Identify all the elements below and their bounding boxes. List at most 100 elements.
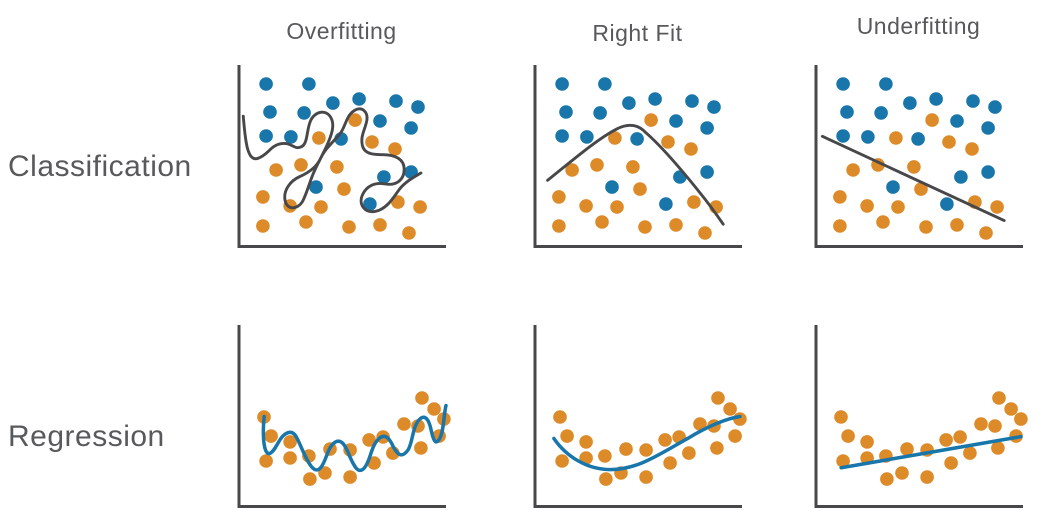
blue-data-point (411, 100, 425, 114)
orange-data-point (318, 466, 332, 480)
orange-data-point (638, 220, 652, 234)
orange-data-point (914, 182, 928, 196)
orange-data-point (965, 142, 979, 156)
orange-data-point (626, 160, 640, 174)
orange-data-point (1014, 412, 1028, 426)
blue-data-point (259, 77, 273, 91)
orange-data-point (312, 131, 326, 145)
orange-data-point (974, 417, 988, 431)
column-title-underfitting: Underfitting (856, 13, 981, 39)
fit-line-right-fit (554, 417, 740, 470)
orange-data-point (860, 435, 874, 449)
blue-data-point (886, 180, 900, 194)
plot-classification-right-fit (533, 65, 742, 248)
orange-data-point (414, 441, 428, 455)
orange-data-point (992, 391, 1006, 405)
orange-data-point (833, 219, 847, 233)
orange-data-point (880, 472, 894, 486)
orange-data-point (427, 402, 441, 416)
orange-data-point (579, 199, 593, 213)
orange-data-point (337, 182, 351, 196)
orange-data-point (342, 220, 356, 234)
orange-data-point (367, 456, 381, 470)
blue-data-point (559, 105, 573, 119)
orange-data-point (619, 442, 633, 456)
orange-data-point (388, 142, 402, 156)
orange-data-point (552, 219, 566, 233)
orange-data-point (259, 454, 273, 468)
blue-data-point (659, 197, 673, 211)
orange-data-point (314, 200, 328, 214)
blue-data-point (840, 105, 854, 119)
orange-data-point (256, 190, 270, 204)
orange-data-point (1004, 402, 1018, 416)
fit-line-overfitting (263, 406, 446, 471)
blue-data-point (981, 165, 995, 179)
axis-lines (237, 325, 446, 508)
blue-data-point (879, 77, 893, 91)
orange-data-point (876, 215, 890, 229)
column-title-overfitting: Overfitting (286, 18, 397, 44)
orange-data-point (264, 429, 278, 443)
blue-data-point (669, 114, 683, 128)
axis-lines (533, 325, 742, 508)
orange-data-point (889, 131, 903, 145)
orange-data-point (900, 442, 914, 456)
blue-data-point (648, 92, 662, 106)
blue-data-point (263, 105, 277, 119)
orange-data-point (891, 200, 905, 214)
column-title-right-fit: Right Fit (592, 20, 683, 46)
plot-classification-underfitting (814, 65, 1023, 248)
blue-data-point (555, 77, 569, 91)
orange-data-point (330, 160, 344, 174)
decision-boundary-underfitting (822, 136, 1004, 220)
orange-data-point (710, 441, 724, 455)
blue-data-point (302, 77, 316, 91)
orange-data-point (907, 160, 921, 174)
blue-data-point (988, 100, 1002, 114)
orange-data-point (391, 195, 405, 209)
blue-data-point (404, 121, 418, 135)
blue-data-point (929, 92, 943, 106)
orange-data-point (397, 417, 411, 431)
orange-data-point (920, 470, 934, 484)
blue-data-point (259, 129, 273, 143)
blue-data-point (861, 130, 875, 144)
orange-data-point (599, 472, 613, 486)
plot-regression-overfitting (237, 325, 451, 508)
blue-data-point (284, 130, 298, 144)
orange-data-point (373, 218, 387, 232)
orange-data-point (991, 441, 1005, 455)
plot-regression-underfitting (814, 325, 1028, 508)
orange-data-point (684, 142, 698, 156)
orange-data-point (348, 113, 362, 127)
orange-data-point (953, 430, 967, 444)
blue-data-point (309, 180, 323, 194)
orange-data-point (988, 419, 1002, 433)
orange-data-point (693, 417, 707, 431)
blue-data-point (940, 197, 954, 211)
blue-data-point (297, 106, 311, 120)
orange-data-point (841, 429, 855, 443)
orange-data-point (644, 113, 658, 127)
orange-data-point (553, 410, 567, 424)
orange-data-point (661, 135, 675, 149)
orange-data-point (595, 215, 609, 229)
orange-data-point (723, 402, 737, 416)
orange-data-point (402, 226, 416, 240)
orange-data-point (365, 135, 379, 149)
orange-data-point (658, 433, 672, 447)
blue-data-point (836, 129, 850, 143)
orange-data-point (256, 219, 270, 233)
orange-data-point (413, 200, 427, 214)
blue-data-point (966, 94, 980, 108)
row-label-regression: Regression (8, 420, 165, 453)
orange-data-point (833, 190, 847, 204)
decision-boundary-right-fit (548, 125, 724, 224)
orange-data-point (687, 195, 701, 209)
orange-data-point (942, 135, 956, 149)
orange-data-point (963, 446, 977, 460)
blue-data-point (555, 129, 569, 143)
blue-data-point (700, 121, 714, 135)
